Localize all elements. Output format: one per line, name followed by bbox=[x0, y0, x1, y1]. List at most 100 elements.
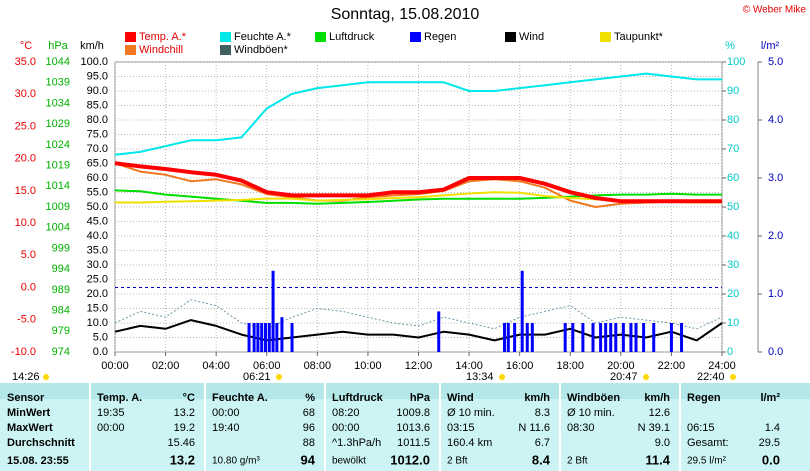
y-tick-label: 40.0 bbox=[87, 230, 108, 242]
y-tick-label: 30 bbox=[727, 259, 739, 271]
cell-value: 1013.6 bbox=[396, 422, 430, 434]
axis-labels: °C hPa km/h % l/m² bbox=[20, 40, 780, 52]
panel-unit: °C bbox=[183, 392, 195, 404]
time-marker: 13:34 bbox=[466, 371, 494, 383]
cell-value: 13.2 bbox=[170, 452, 195, 467]
rain-bar bbox=[263, 323, 267, 352]
rain-bar bbox=[604, 323, 608, 352]
panel-unit: hPa bbox=[410, 392, 431, 404]
legend-swatch bbox=[125, 32, 136, 42]
cell-value: 88 bbox=[303, 437, 315, 449]
y-tick-label: 20.0 bbox=[15, 153, 36, 165]
y-tick-label: 30.0 bbox=[87, 259, 108, 271]
y-tick-label: 20.0 bbox=[87, 288, 108, 300]
rain-bar bbox=[609, 323, 613, 352]
legend-swatch bbox=[125, 45, 136, 55]
row-label: MinWert bbox=[7, 407, 51, 419]
y-tick-label: 0 bbox=[727, 346, 733, 358]
y-tick-label: -10.0 bbox=[11, 346, 36, 358]
row-label: Durchschnitt bbox=[7, 437, 75, 449]
y-tick-label: 10.0 bbox=[87, 317, 108, 329]
cell-value: 1.4 bbox=[765, 422, 780, 434]
rain-bar bbox=[530, 323, 534, 352]
y-tick-label: 1004 bbox=[46, 222, 70, 234]
row-label: 15.08. 23:55 bbox=[7, 455, 69, 467]
y-tick-label: 1014 bbox=[46, 180, 70, 192]
x-tick-label: 02:00 bbox=[152, 360, 180, 372]
rain-bar bbox=[256, 323, 260, 352]
y-tick-label: 95.0 bbox=[87, 70, 108, 82]
y-tick-label: 100 bbox=[727, 56, 745, 68]
cell-text: 06:15 bbox=[687, 422, 715, 434]
row-label: MaxWert bbox=[7, 422, 53, 434]
rain-bar bbox=[599, 323, 603, 352]
x-tick-label: 20:00 bbox=[607, 360, 635, 372]
y-tick-label: 1044 bbox=[46, 56, 70, 68]
legend-swatch bbox=[220, 45, 231, 55]
axis-label: °C bbox=[20, 40, 32, 52]
y-tick-label: 35.0 bbox=[15, 56, 36, 68]
x-tick-label: 00:00 bbox=[101, 360, 129, 372]
x-tick-label: 24:00 bbox=[708, 360, 736, 372]
panel-title: Sensor bbox=[7, 392, 45, 404]
cell-value: 15.46 bbox=[167, 437, 195, 449]
axis-label: hPa bbox=[48, 40, 68, 52]
series-line bbox=[114, 189, 722, 205]
rain-bar bbox=[629, 323, 633, 352]
rain-bar bbox=[271, 270, 275, 352]
cell-value: 96 bbox=[303, 422, 315, 434]
y-tick-label: 4.0 bbox=[768, 114, 783, 126]
rain-bar bbox=[525, 323, 529, 352]
legend-label: Wind bbox=[519, 31, 544, 43]
y-tick-label: 994 bbox=[52, 263, 70, 275]
y-tick-label: 30.0 bbox=[15, 88, 36, 100]
y-tick-label: 5.0 bbox=[768, 56, 783, 68]
cell-value: 1012.0 bbox=[390, 452, 430, 467]
cell-text: 08:20 bbox=[332, 407, 360, 419]
axis-label: km/h bbox=[80, 40, 104, 52]
y-tick-label: -5.0 bbox=[17, 314, 36, 326]
series-line bbox=[114, 161, 722, 204]
cell-value: 1011.5 bbox=[397, 437, 430, 449]
x-tick-label: 18:00 bbox=[556, 360, 584, 372]
legend-label: Temp. A.* bbox=[139, 31, 187, 43]
y-tick-label: 2.0 bbox=[768, 230, 783, 242]
y-tick-label: 1039 bbox=[46, 77, 70, 89]
marker-icon bbox=[730, 374, 736, 380]
x-tick-label: 04:00 bbox=[202, 360, 230, 372]
y-tick-label: 989 bbox=[52, 284, 70, 296]
cell-value: N 39.1 bbox=[638, 422, 670, 434]
y-tick-label: 1024 bbox=[46, 139, 70, 151]
x-tick-label: 08:00 bbox=[304, 360, 332, 372]
panel-title: Regen bbox=[687, 392, 721, 404]
cell-text: Ø 10 min. bbox=[567, 407, 615, 419]
rain-bar bbox=[437, 311, 441, 352]
y-tick-label: 15.0 bbox=[87, 302, 108, 314]
rain-bar bbox=[621, 323, 625, 352]
y-tick-label: 979 bbox=[52, 325, 70, 337]
cell-text: 00:00 bbox=[97, 422, 125, 434]
cell-value: 29.5 bbox=[759, 437, 780, 449]
cell-value: 94 bbox=[301, 452, 316, 467]
x-tick-label: 12:00 bbox=[405, 360, 433, 372]
time-marker: 22:40 bbox=[697, 371, 725, 383]
y-tick-label: 1029 bbox=[46, 118, 70, 130]
cell-value: 6.7 bbox=[535, 437, 550, 449]
cell-text: bewölkt bbox=[332, 456, 366, 467]
y-tick-label: 70.0 bbox=[87, 143, 108, 155]
rain-bar bbox=[280, 317, 284, 352]
cell-text: 2 Bft bbox=[447, 456, 468, 467]
cell-text: 29.5 l/m² bbox=[687, 456, 727, 467]
legend-label: Feuchte A.* bbox=[234, 31, 292, 43]
cell-text: 19:40 bbox=[212, 422, 240, 434]
y-tick-label: 984 bbox=[52, 304, 70, 316]
y-tick-label: 65.0 bbox=[87, 157, 108, 169]
time-marker: 20:47 bbox=[610, 371, 638, 383]
y-tick-label: 25.0 bbox=[15, 120, 36, 132]
cell-value: 13.2 bbox=[174, 407, 195, 419]
y-tick-label: 1034 bbox=[46, 97, 70, 109]
cell-text: 10.80 g/m³ bbox=[212, 456, 260, 467]
cell-text: 00:00 bbox=[212, 407, 240, 419]
y-tick-label: 0.0 bbox=[21, 281, 36, 293]
y-tick-label: 1.0 bbox=[768, 288, 783, 300]
